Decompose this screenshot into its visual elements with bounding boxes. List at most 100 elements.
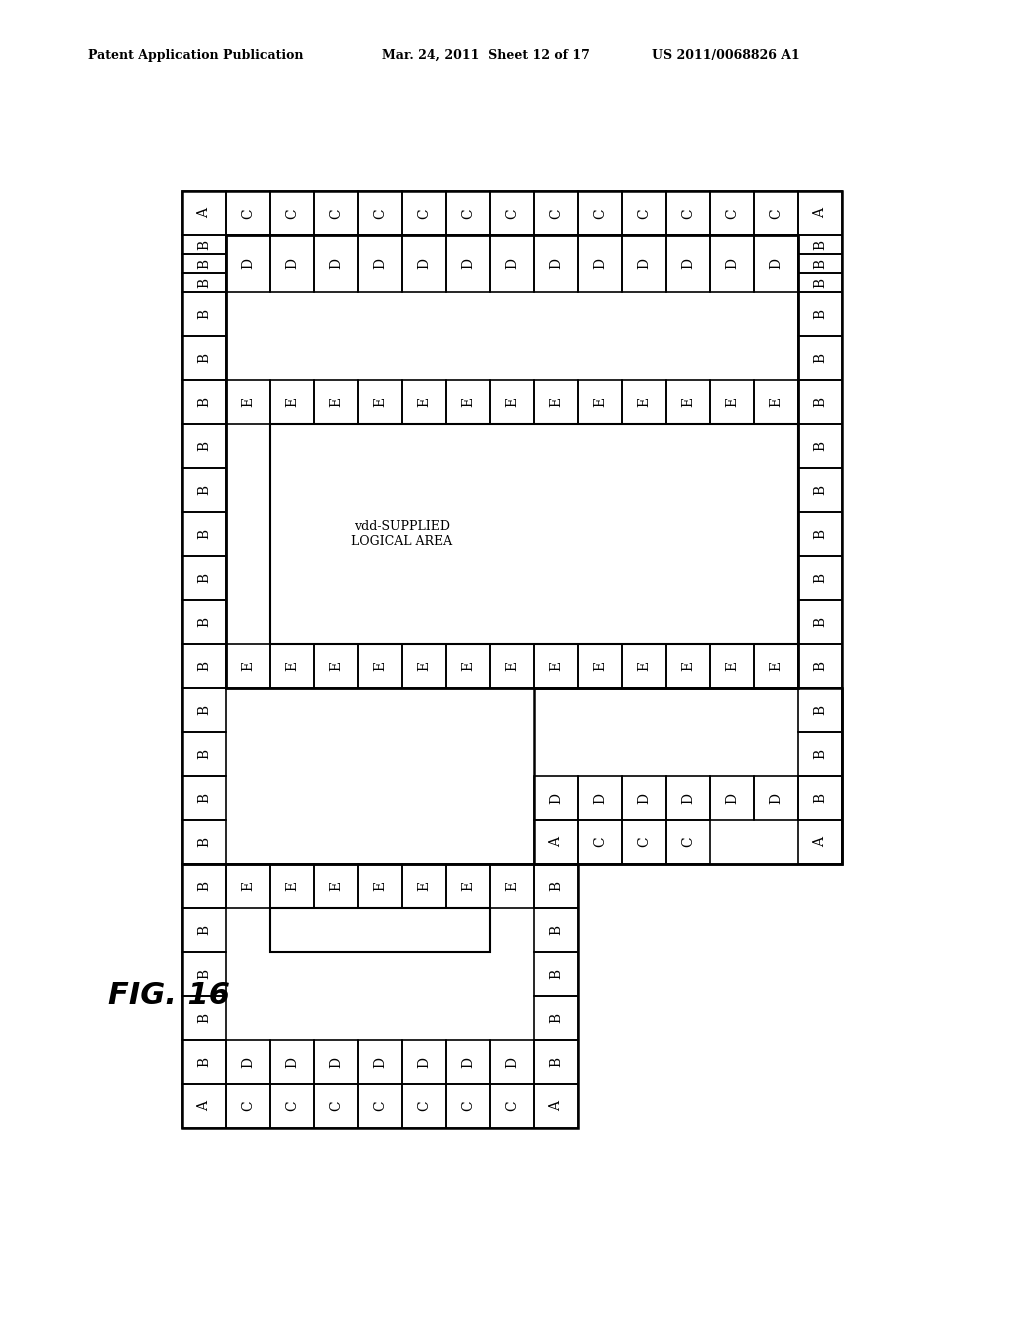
Bar (622, 235, 666, 292)
Text: B: B (197, 573, 211, 583)
Text: vdd-SUPPLIED
LOGICAL AREA: vdd-SUPPLIED LOGICAL AREA (351, 520, 453, 548)
Text: D: D (637, 792, 651, 804)
Bar (666, 191, 710, 235)
Text: D: D (769, 792, 783, 804)
Bar (798, 292, 842, 337)
Text: B: B (813, 793, 827, 803)
Text: A: A (813, 209, 827, 218)
Text: C: C (637, 209, 651, 219)
Bar (182, 820, 226, 865)
Text: C: C (593, 837, 607, 847)
Bar (798, 601, 842, 644)
Bar (270, 191, 314, 235)
Bar (798, 776, 842, 820)
Text: E: E (769, 397, 783, 407)
Bar (358, 1040, 402, 1084)
Bar (270, 235, 314, 292)
Bar (534, 688, 842, 865)
Text: E: E (549, 397, 563, 407)
Bar (182, 273, 226, 292)
Text: E: E (637, 397, 651, 407)
Text: B: B (197, 793, 211, 803)
Bar (182, 776, 226, 820)
Bar (182, 556, 226, 601)
Bar (402, 1084, 446, 1129)
Text: C: C (461, 1101, 475, 1111)
Bar (314, 1084, 358, 1129)
Text: B: B (813, 529, 827, 539)
Text: B: B (813, 748, 827, 759)
Bar (402, 865, 446, 908)
Bar (446, 865, 490, 908)
Text: D: D (241, 1056, 255, 1068)
Text: E: E (373, 397, 387, 407)
Bar (182, 644, 226, 688)
Bar (710, 191, 754, 235)
Bar (314, 191, 358, 235)
Text: FIG. 16: FIG. 16 (108, 982, 230, 1011)
Text: E: E (505, 397, 519, 407)
Text: C: C (505, 1101, 519, 1111)
Text: E: E (329, 397, 343, 407)
Bar (402, 1040, 446, 1084)
Text: B: B (197, 748, 211, 759)
Bar (182, 733, 226, 776)
Bar (666, 776, 710, 820)
Bar (534, 908, 578, 952)
Bar (182, 601, 226, 644)
Bar (710, 776, 754, 820)
Bar (226, 235, 270, 292)
Bar (226, 1084, 270, 1129)
Bar (534, 644, 578, 688)
Text: B: B (813, 259, 827, 269)
Text: B: B (549, 1012, 563, 1023)
Bar (798, 733, 842, 776)
Bar (182, 235, 226, 255)
Bar (490, 865, 534, 908)
Text: B: B (813, 573, 827, 583)
Text: C: C (373, 1101, 387, 1111)
Bar (490, 235, 534, 292)
Bar (226, 380, 270, 424)
Bar (534, 820, 578, 865)
Text: A: A (549, 837, 563, 847)
Text: D: D (373, 259, 387, 269)
Bar (534, 191, 578, 235)
Bar (270, 424, 798, 644)
Bar (578, 644, 622, 688)
Text: B: B (197, 705, 211, 715)
Text: E: E (505, 661, 519, 671)
Bar (226, 191, 270, 235)
Bar (314, 644, 358, 688)
Bar (578, 380, 622, 424)
Bar (182, 191, 842, 865)
Bar (534, 1084, 578, 1129)
Bar (622, 644, 666, 688)
Text: D: D (549, 259, 563, 269)
Bar (798, 273, 842, 292)
Bar (182, 997, 226, 1040)
Text: B: B (549, 969, 563, 979)
Bar (798, 556, 842, 601)
Bar (182, 469, 226, 512)
Text: E: E (285, 880, 299, 891)
Text: B: B (813, 352, 827, 363)
Bar (710, 235, 754, 292)
Text: B: B (813, 661, 827, 671)
Text: C: C (769, 209, 783, 219)
Text: C: C (417, 209, 431, 219)
Bar (666, 820, 710, 865)
Bar (314, 865, 358, 908)
Text: B: B (197, 259, 211, 269)
Text: C: C (637, 837, 651, 847)
Text: D: D (505, 259, 519, 269)
Text: E: E (285, 397, 299, 407)
Bar (710, 380, 754, 424)
Text: E: E (681, 661, 695, 671)
Text: C: C (285, 1101, 299, 1111)
Bar (622, 380, 666, 424)
Bar (534, 952, 578, 997)
Text: B: B (549, 1057, 563, 1067)
Bar (358, 644, 402, 688)
Text: E: E (241, 661, 255, 671)
